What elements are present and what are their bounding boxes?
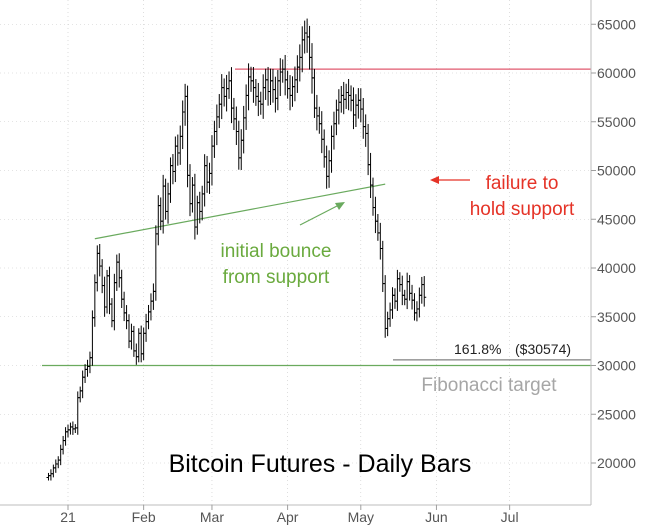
y-tick-label: 25000 bbox=[597, 406, 636, 422]
y-tick-label: 40000 bbox=[597, 260, 636, 276]
x-tick-label: Jul bbox=[501, 509, 519, 525]
failure-label-line1: failure to bbox=[486, 173, 559, 194]
bounce-label-line2: from support bbox=[223, 267, 330, 288]
y-tick-label: 50000 bbox=[597, 163, 636, 179]
x-tick-label: Mar bbox=[200, 509, 224, 525]
bounce-arrow-line bbox=[299, 205, 338, 226]
y-tick-label: 65000 bbox=[597, 16, 636, 32]
price-bars bbox=[46, 18, 427, 481]
y-tick-label: 45000 bbox=[597, 211, 636, 227]
y-tick-label: 35000 bbox=[597, 309, 636, 325]
x-tick-label: May bbox=[348, 509, 374, 525]
y-axis: 20000 25000 30000 35000 40000 45000 50000 55000… bbox=[591, 16, 636, 471]
support-trendline bbox=[94, 183, 386, 240]
y-tick-label: 30000 bbox=[597, 358, 636, 374]
bounce-label-line1: initial bounce bbox=[221, 241, 332, 262]
fib-target-label: Fibonacci target bbox=[421, 375, 557, 396]
bounce-arrow-head bbox=[335, 202, 345, 210]
x-tick-label: Feb bbox=[132, 509, 156, 525]
failure-arrow-head bbox=[430, 176, 439, 184]
support-resistance-lines bbox=[42, 68, 591, 367]
fib-percent-label: 161.8% bbox=[454, 341, 501, 357]
y-tick-label: 60000 bbox=[597, 65, 636, 81]
chart-title: Bitcoin Futures - Daily Bars bbox=[169, 450, 472, 478]
grid-lines bbox=[0, 0, 591, 505]
x-tick-label: Apr bbox=[277, 509, 299, 525]
x-axis: 21 Feb Mar Apr May Jun Jul bbox=[60, 505, 519, 525]
ohlc-bar bbox=[422, 276, 427, 307]
y-tick-label: 20000 bbox=[597, 455, 636, 471]
x-tick-label: Jun bbox=[425, 509, 448, 525]
fib-price-label: ($30574) bbox=[515, 341, 571, 357]
failure-label-line2: hold support bbox=[470, 199, 575, 220]
y-tick-label: 55000 bbox=[597, 114, 636, 130]
x-tick-label: 21 bbox=[60, 509, 76, 525]
